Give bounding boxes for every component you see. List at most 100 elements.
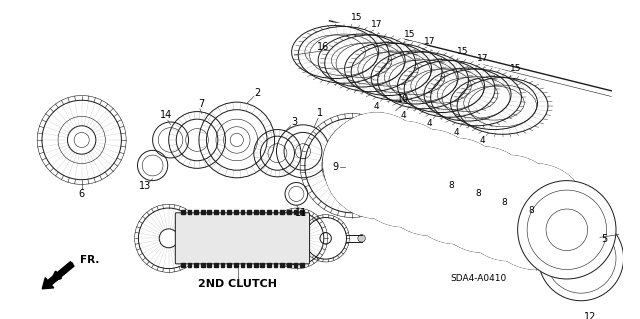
Ellipse shape <box>314 31 410 90</box>
Bar <box>234 210 237 214</box>
Bar <box>247 210 251 214</box>
Text: 15: 15 <box>351 12 363 21</box>
Circle shape <box>376 134 467 225</box>
Bar <box>274 263 278 267</box>
Bar <box>221 210 225 214</box>
Circle shape <box>518 181 616 279</box>
Circle shape <box>403 138 509 244</box>
Ellipse shape <box>318 31 422 95</box>
Bar <box>300 263 304 267</box>
Bar <box>201 263 205 267</box>
Text: 16: 16 <box>317 42 329 52</box>
Text: 4: 4 <box>480 137 486 145</box>
Bar <box>194 210 198 214</box>
Ellipse shape <box>393 57 490 115</box>
Text: 13: 13 <box>139 181 151 191</box>
Text: 11: 11 <box>295 208 307 218</box>
Bar <box>267 263 271 267</box>
Bar <box>260 263 264 267</box>
Text: 15: 15 <box>457 47 468 56</box>
Ellipse shape <box>446 74 542 132</box>
Text: 2: 2 <box>255 88 260 98</box>
Text: 17: 17 <box>477 54 488 63</box>
Bar <box>234 263 237 267</box>
Text: 6: 6 <box>79 189 84 199</box>
Text: 15: 15 <box>404 30 415 39</box>
Text: 8: 8 <box>502 198 508 207</box>
Circle shape <box>455 160 546 251</box>
Text: 1: 1 <box>317 108 323 118</box>
Text: 15: 15 <box>510 63 522 73</box>
Text: 8: 8 <box>528 206 534 215</box>
Text: 2ND CLUTCH: 2ND CLUTCH <box>198 279 277 289</box>
Bar <box>247 263 251 267</box>
Text: 7: 7 <box>198 99 205 109</box>
Bar <box>287 210 291 214</box>
Bar <box>188 210 191 214</box>
Text: SDA4-A0410: SDA4-A0410 <box>451 274 507 284</box>
FancyArrow shape <box>42 262 74 289</box>
Text: 17: 17 <box>424 37 435 46</box>
Circle shape <box>350 121 456 227</box>
Circle shape <box>538 216 623 301</box>
Text: 8: 8 <box>449 181 454 190</box>
Bar <box>181 263 185 267</box>
Circle shape <box>349 126 440 217</box>
Bar <box>254 210 257 214</box>
Circle shape <box>377 130 483 235</box>
Bar <box>214 210 218 214</box>
Text: 10: 10 <box>397 94 410 104</box>
Bar <box>214 263 218 267</box>
Bar <box>280 210 284 214</box>
Circle shape <box>482 168 573 259</box>
Bar <box>194 263 198 267</box>
Bar <box>221 263 225 267</box>
Bar <box>207 263 211 267</box>
Text: 17: 17 <box>371 20 383 29</box>
Ellipse shape <box>344 40 449 104</box>
Ellipse shape <box>419 65 516 124</box>
Circle shape <box>323 117 413 208</box>
Ellipse shape <box>397 57 502 121</box>
Text: 5: 5 <box>602 234 608 244</box>
Circle shape <box>403 143 493 234</box>
Circle shape <box>456 155 562 261</box>
Text: 12: 12 <box>584 312 596 319</box>
Bar <box>227 263 231 267</box>
Text: 3: 3 <box>291 117 298 127</box>
Bar <box>227 210 231 214</box>
Ellipse shape <box>371 48 475 113</box>
Bar <box>207 210 211 214</box>
Text: 14: 14 <box>160 110 172 120</box>
Bar <box>181 210 185 214</box>
Bar <box>260 210 264 214</box>
FancyBboxPatch shape <box>175 213 310 264</box>
Bar <box>267 210 271 214</box>
Text: 4: 4 <box>427 119 433 128</box>
Bar <box>294 263 298 267</box>
Text: 8: 8 <box>475 189 481 198</box>
Text: 4: 4 <box>374 102 380 111</box>
Bar <box>254 263 257 267</box>
Bar <box>294 210 298 214</box>
Circle shape <box>429 151 520 242</box>
Ellipse shape <box>292 23 396 87</box>
Bar <box>201 210 205 214</box>
Text: 4: 4 <box>453 128 459 137</box>
Bar <box>280 263 284 267</box>
Bar <box>241 210 244 214</box>
Bar <box>300 210 304 214</box>
Ellipse shape <box>358 234 365 242</box>
Ellipse shape <box>287 23 383 81</box>
Bar <box>241 263 244 267</box>
Circle shape <box>324 113 429 219</box>
Bar <box>188 263 191 267</box>
Ellipse shape <box>424 65 528 130</box>
Circle shape <box>429 147 536 253</box>
Bar <box>274 210 278 214</box>
Text: FR.: FR. <box>79 255 99 265</box>
Ellipse shape <box>366 48 463 107</box>
Text: 4: 4 <box>401 111 406 120</box>
Text: 9: 9 <box>332 162 338 172</box>
Circle shape <box>483 164 589 270</box>
